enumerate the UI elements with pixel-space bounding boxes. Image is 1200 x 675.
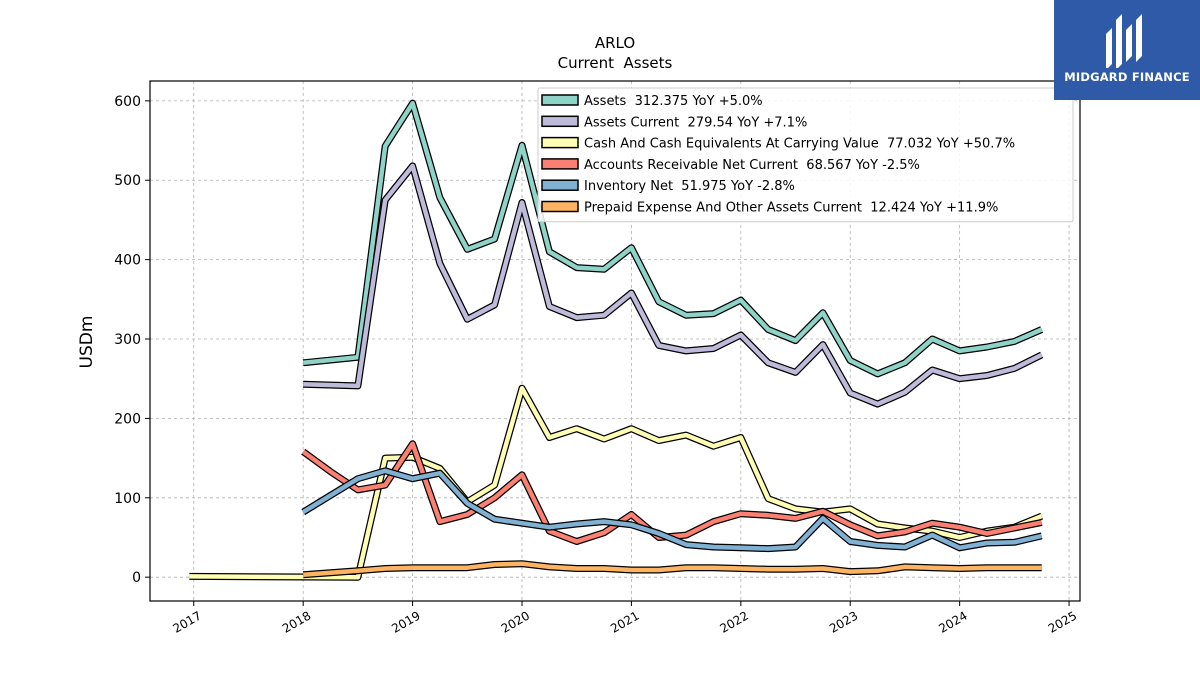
legend: Assets 312.375 YoY +5.0% Assets Current 2… — [537, 87, 1074, 223]
y-tick-label: 100 — [114, 491, 141, 507]
series-lines — [189, 99, 1044, 581]
x-tick-label: 2017 — [170, 608, 203, 635]
legend-label-1: Assets Current 279.54 YoY +7.1% — [584, 115, 807, 130]
y-axis-label: USDm — [77, 316, 97, 369]
series-line-0 — [302, 100, 1043, 377]
legend-swatch-1 — [541, 115, 579, 128]
chart-title: ARLO — [595, 34, 635, 52]
chart-subtitle: Current Assets — [558, 54, 673, 72]
legend-box — [537, 87, 1074, 223]
y-tick-label: 400 — [114, 253, 141, 269]
legend-label-2: Cash And Cash Equivalents At Carrying Va… — [584, 137, 1015, 152]
x-tick-label: 2018 — [280, 608, 313, 635]
legend-label-5: Prepaid Expense And Other Assets Current… — [584, 201, 998, 216]
logo-text: MIDGARD FINANCE — [1064, 70, 1190, 84]
legend-label-3: Accounts Receivable Net Current 68.567 Y… — [584, 158, 920, 173]
x-tick-label: 2023 — [827, 608, 860, 635]
series-outline-2 — [189, 384, 1044, 581]
series-line-4 — [302, 468, 1043, 551]
x-tick-label: 2020 — [499, 608, 532, 635]
y-tick-label: 600 — [114, 94, 141, 110]
y-tick-label: 0 — [132, 570, 141, 586]
legend-swatch-4 — [541, 179, 579, 191]
series-line-5 — [303, 561, 1042, 578]
legend-swatch-3 — [541, 158, 579, 170]
y-tick-label: 300 — [114, 332, 141, 348]
legend-label-4: Inventory Net 51.975 YoY -2.8% — [584, 179, 795, 194]
series-line-2 — [189, 385, 1043, 580]
legend-swatch-5 — [541, 200, 579, 213]
legend-label-0: Assets 312.375 YoY +5.0% — [584, 94, 763, 109]
x-tick-label: 2022 — [718, 608, 751, 635]
y-tick-label: 200 — [114, 411, 141, 427]
x-tick-label: 2021 — [608, 608, 641, 635]
x-tick-label: 2019 — [389, 608, 422, 635]
legend-swatch-0 — [541, 94, 579, 106]
series-line-1 — [303, 163, 1043, 407]
plot-frame — [149, 80, 1081, 602]
x-tick-label: 2024 — [936, 608, 969, 635]
logo-mark-icon — [1106, 14, 1142, 68]
x-tick-label: 2025 — [1046, 608, 1079, 635]
brand-logo: MIDGARD FINANCE — [1054, 0, 1200, 100]
y-tick-label: 500 — [114, 173, 141, 189]
legend-swatch-2 — [541, 136, 579, 149]
